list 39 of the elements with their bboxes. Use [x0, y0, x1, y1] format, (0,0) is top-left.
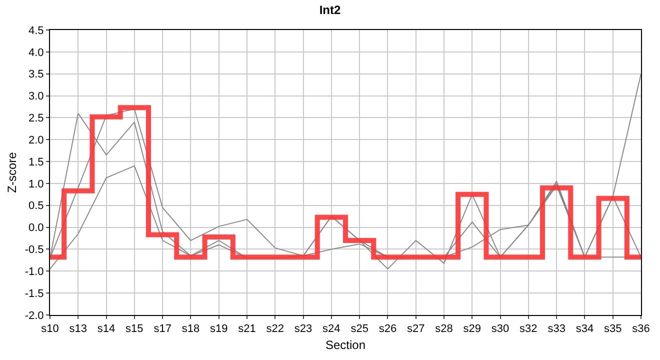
x-tick-label: s15	[126, 323, 144, 336]
y-axis-title: Z-score	[5, 152, 19, 193]
y-tick-label: 4.0	[28, 46, 44, 59]
x-tick-label: s14	[97, 323, 116, 336]
x-tick-label: s13	[69, 323, 88, 336]
x-tick-label: s35	[604, 323, 622, 336]
x-tick-label: s23	[294, 323, 312, 336]
x-tick-label: s32	[520, 323, 538, 336]
x-tick-label: s21	[238, 323, 256, 336]
y-tick-label: -1.5	[24, 288, 44, 300]
y-tick-label: 2.0	[28, 134, 44, 146]
chart-title: Int2	[319, 2, 341, 17]
y-tick-label: -0.5	[24, 244, 44, 256]
x-tick-label: s29	[463, 323, 482, 336]
x-tick-label: s27	[406, 323, 425, 336]
y-tick-label: 3.0	[28, 90, 44, 103]
x-tick-label: s25	[350, 323, 368, 336]
y-tick-label: -1.0	[24, 266, 44, 278]
x-tick-label: s28	[435, 323, 453, 336]
y-tick-label: 1.0	[28, 178, 44, 190]
y-tick-label: 1.5	[28, 156, 44, 168]
x-tick-label: s34	[576, 323, 594, 336]
x-tick-label: s30	[491, 323, 510, 336]
x-tick-label: s17	[154, 323, 172, 336]
y-tick-label: 3.5	[28, 68, 44, 81]
x-tick-label: s22	[266, 323, 284, 336]
y-tick-label: 2.5	[28, 112, 44, 125]
x-tick-label: s19	[210, 323, 228, 336]
x-tick-label: s33	[548, 323, 566, 336]
y-tick-label: 0.5	[28, 200, 44, 212]
x-tick-label: s24	[322, 323, 340, 336]
y-tick-label: 0.0	[28, 222, 44, 234]
x-tick-label: s18	[182, 323, 200, 336]
x-tick-label: s36	[632, 323, 650, 336]
x-tick-label: s10	[41, 323, 59, 336]
x-tick-label: s26	[378, 323, 397, 336]
y-tick-label: 4.5	[28, 24, 44, 37]
y-tick-label: -2.0	[24, 310, 44, 322]
x-axis-title: Section	[325, 338, 366, 352]
